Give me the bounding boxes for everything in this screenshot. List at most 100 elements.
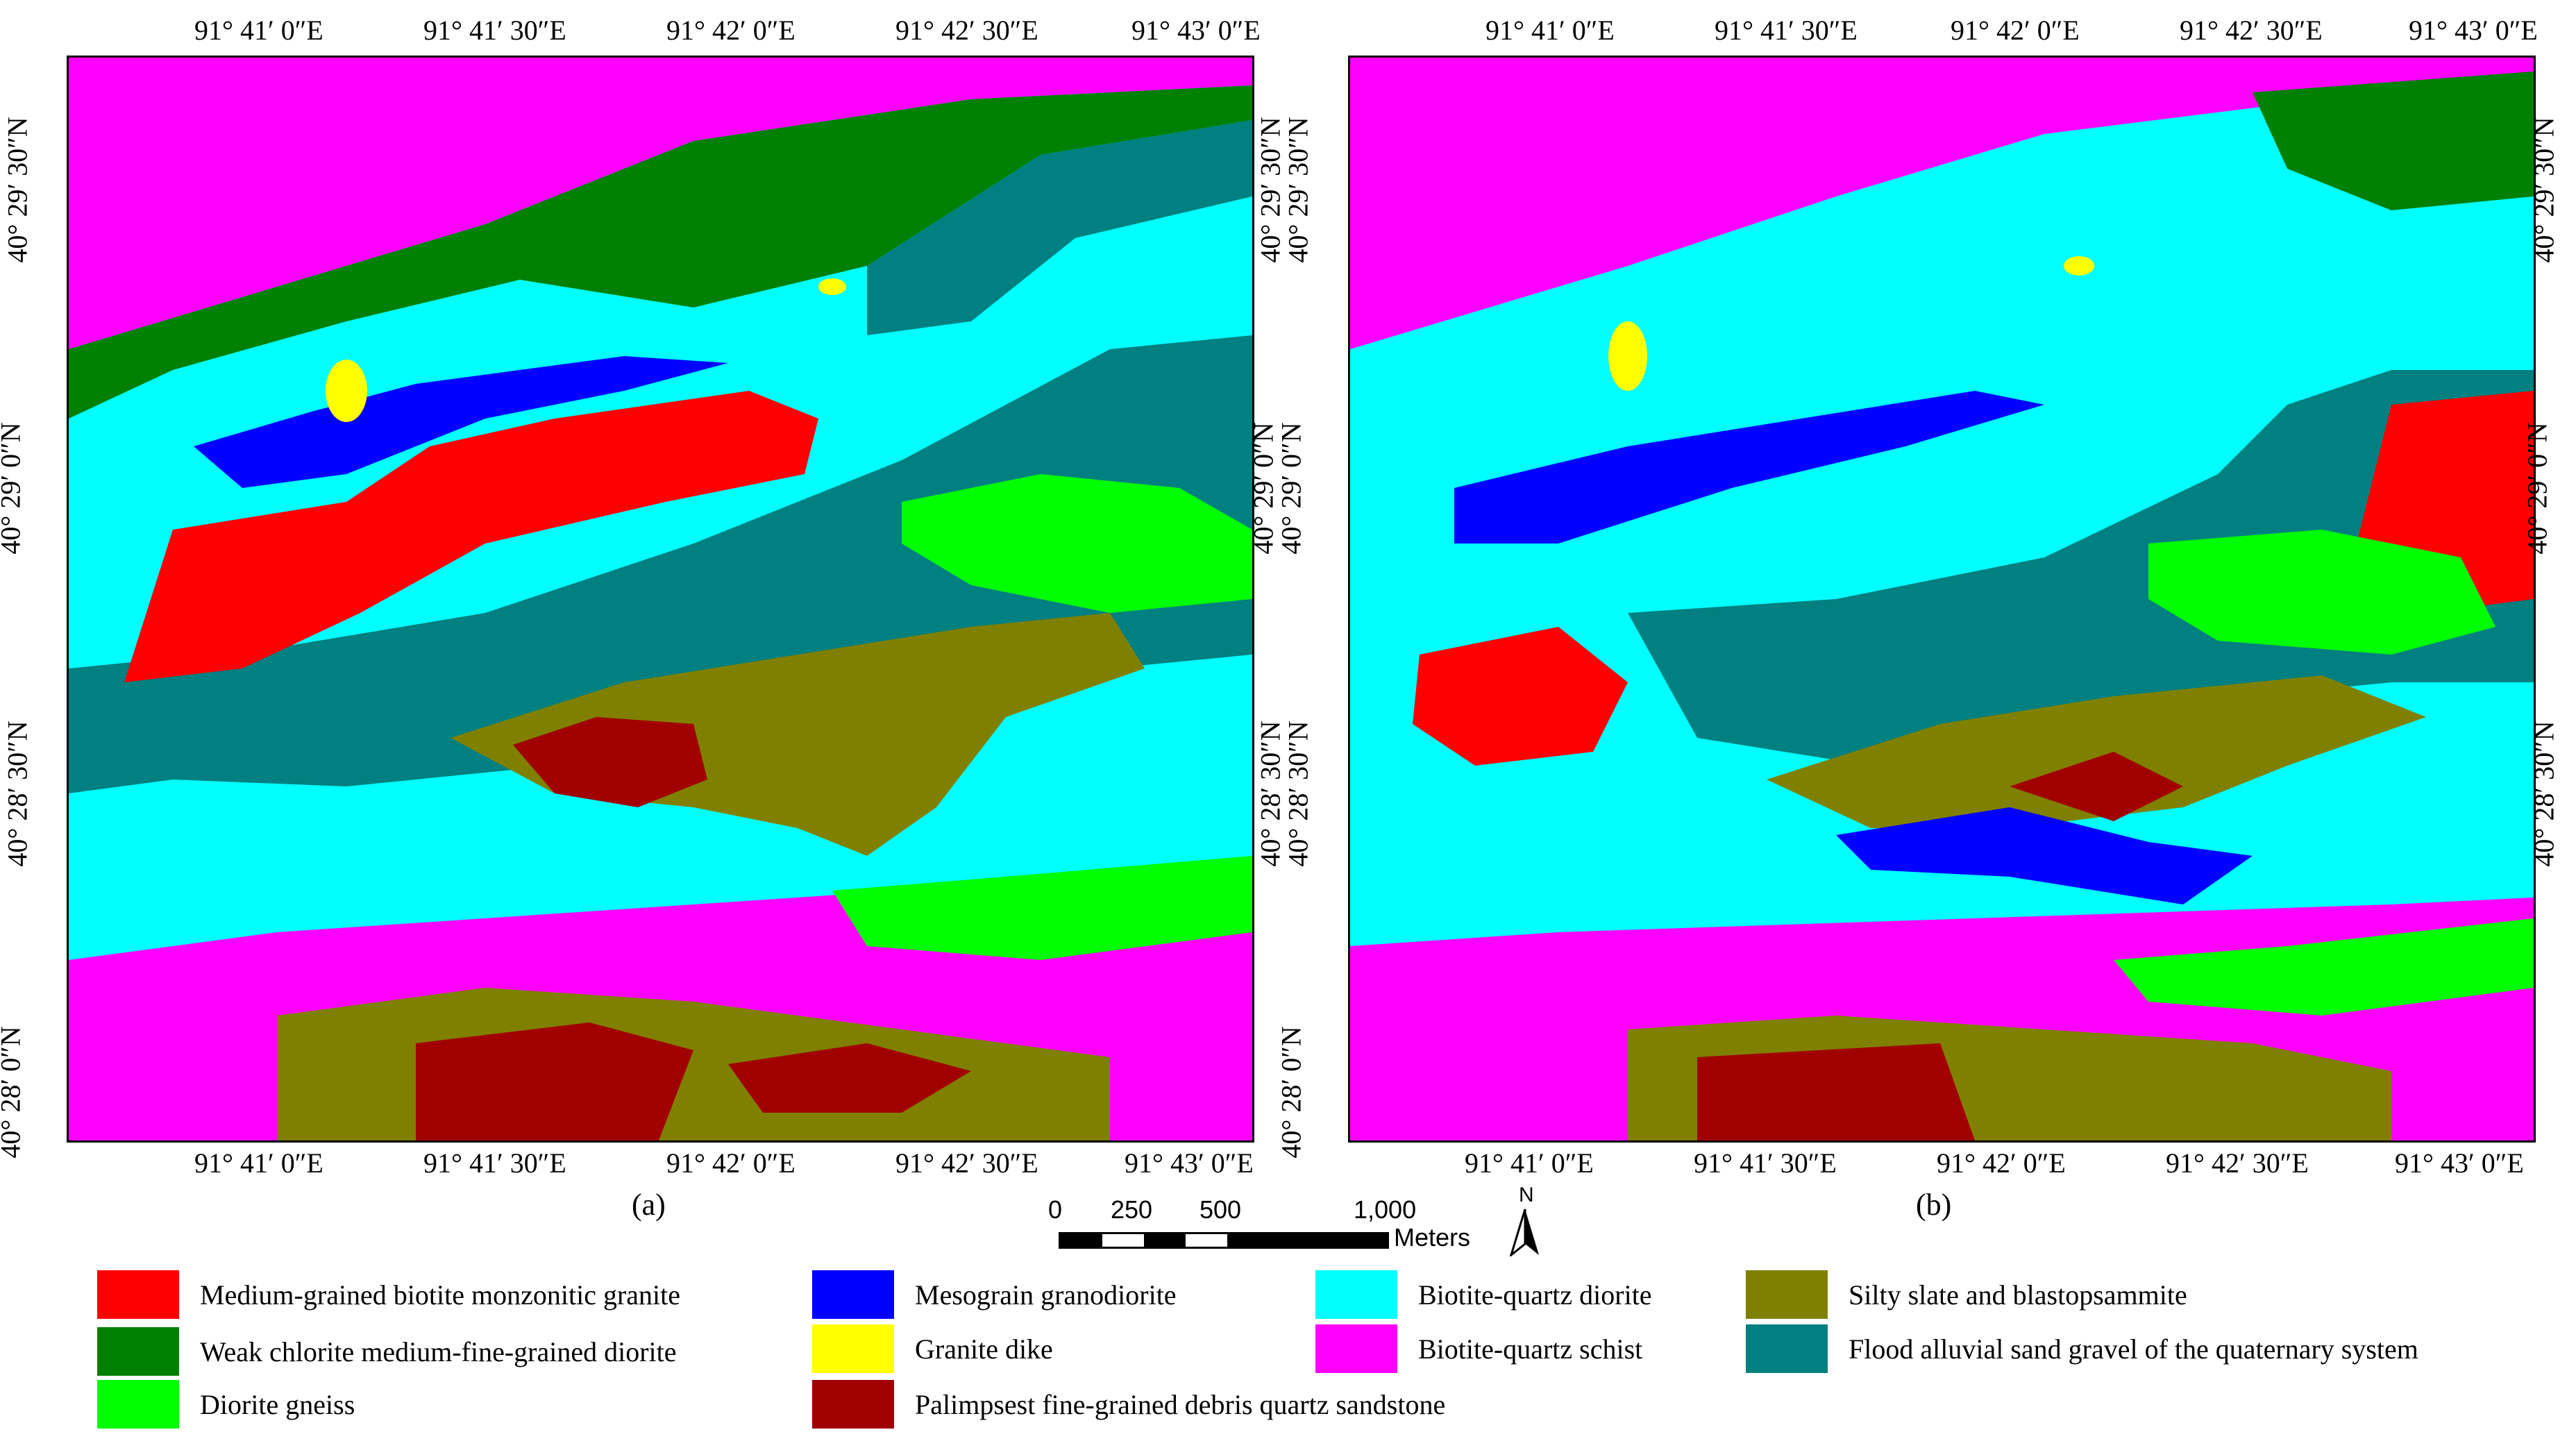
lon-tick-b-top-2: 91° 41′ 30″E <box>1715 15 1858 46</box>
legend-swatch <box>1315 1270 1397 1319</box>
legend-label: Palimpsest fine-grained debris quartz sa… <box>915 1388 1446 1420</box>
class-region-weak-chlorite-diorite <box>69 85 1252 419</box>
legend-item-flood-alluvial: Flood alluvial sand gravel of the quater… <box>1746 1324 2418 1373</box>
legend-label: Flood alluvial sand gravel of the quater… <box>1849 1333 2418 1365</box>
classification-map-a <box>69 58 1252 1140</box>
legend-swatch <box>812 1324 894 1373</box>
class-region-granite-dike-2 <box>2064 256 2094 276</box>
lat-tick-a-left-3: 40° 28′ 30″N <box>1 721 33 867</box>
class-region-granite-dike-2 <box>818 278 846 295</box>
scale-bar-unit: Meters <box>1394 1223 1471 1252</box>
class-region-biotite-quartz-schist <box>1350 58 2534 349</box>
legend-swatch <box>1746 1270 1828 1319</box>
legend-item-monzonitic-granite: Medium-grained biotite monzonitic granit… <box>97 1270 680 1319</box>
legend-label: Weak chlorite medium-fine-grained diorit… <box>200 1336 677 1367</box>
class-region-flood-alluvial <box>1628 370 2534 766</box>
class-region-diorite-gneiss <box>2148 530 2495 655</box>
lon-tick-b-top-4: 91° 42′ 30″E <box>2180 15 2323 46</box>
legend-swatch <box>97 1327 179 1376</box>
legend-item-chlorite-diorite: Weak chlorite medium-fine-grained diorit… <box>97 1327 677 1376</box>
legend-label: Diorite gneiss <box>200 1388 355 1420</box>
lat-tick-b-left-1: 40° 29′ 30″N <box>1282 117 1314 263</box>
class-region-granodiorite-2 <box>1836 807 2253 904</box>
class-region-flood-alluvial <box>69 335 1252 793</box>
legend-item-biotite-quartz-diorite: Biotite-quartz diorite <box>1315 1270 1652 1319</box>
class-region-granodiorite <box>1454 391 2044 544</box>
lat-tick-b-right-2: 40° 29′ 0″N <box>2521 422 2553 555</box>
class-region-granite-dike <box>1608 321 1647 391</box>
lon-tick-a-bottom-1: 91° 41′ 0″E <box>194 1147 323 1179</box>
lon-tick-a-bottom-4: 91° 42′ 30″E <box>895 1147 1038 1179</box>
class-region-sandstone-south <box>1697 1043 1975 1140</box>
map-panel-a <box>67 56 1254 1143</box>
legend-swatch <box>1315 1324 1397 1373</box>
class-region-sandstone-south-2 <box>728 1043 971 1113</box>
lon-tick-b-bottom-4: 91° 42′ 30″E <box>2166 1147 2309 1179</box>
class-region-gneiss-south <box>2114 918 2534 1016</box>
lon-tick-a-top-5: 91° 43′ 0″E <box>1131 15 1261 46</box>
lon-tick-a-top-4: 91° 42′ 30″E <box>895 15 1038 46</box>
legend-item-biotite-quartz-schist: Biotite-quartz schist <box>1315 1324 1642 1373</box>
lon-tick-b-bottom-5: 91° 43′ 0″E <box>2395 1147 2524 1179</box>
panel-label-a: (a) <box>632 1188 666 1222</box>
class-region-silty-slate <box>1767 675 2426 828</box>
lat-tick-a-left-2: 40° 29′ 0″N <box>0 422 26 555</box>
classification-map-b <box>1350 58 2534 1140</box>
lon-tick-b-top-3: 91° 42′ 0″E <box>1951 15 2080 46</box>
lon-tick-b-bottom-3: 91° 42′ 0″E <box>1937 1147 2066 1179</box>
legend-swatch <box>812 1380 894 1429</box>
lon-tick-a-bottom-3: 91° 42′ 0″E <box>666 1147 795 1179</box>
lat-tick-b-left-4: 40° 28′ 0″N <box>1275 1026 1307 1159</box>
lon-tick-a-bottom-2: 91° 41′ 30″E <box>423 1147 566 1179</box>
scale-bar-label-0: 0 <box>1048 1195 1063 1224</box>
legend-label: Biotite-quartz diorite <box>1418 1279 1652 1311</box>
lon-tick-b-bottom-1: 91° 41′ 0″E <box>1465 1147 1594 1179</box>
lon-tick-b-top-5: 91° 43′ 0″E <box>2409 15 2538 46</box>
class-region-flood-alluvial-2 <box>867 120 1252 335</box>
north-label: N <box>1519 1183 1534 1206</box>
lon-tick-a-bottom-5: 91° 43′ 0″E <box>1125 1147 1254 1179</box>
class-region-monzonitic-granite <box>1413 627 1628 766</box>
class-region-granite-dike <box>326 360 367 422</box>
legend-label: Medium-grained biotite monzonitic granit… <box>200 1279 681 1311</box>
class-region-monzonitic-granite <box>124 391 818 682</box>
legend-label: Mesograin granodiorite <box>915 1279 1177 1311</box>
lon-tick-b-bottom-2: 91° 41′ 30″E <box>1694 1147 1837 1179</box>
scale-bar-label-250: 250 <box>1111 1195 1153 1224</box>
north-arrow-icon <box>1508 1208 1542 1260</box>
scale-bar-label-500: 500 <box>1199 1195 1242 1224</box>
lat-tick-b-right-1: 40° 29′ 30″N <box>2528 117 2560 263</box>
legend-item-diorite-gneiss: Diorite gneiss <box>97 1380 355 1429</box>
class-region-gneiss-south <box>832 856 1252 960</box>
lat-tick-b-right-3: 40° 28′ 30″N <box>2528 721 2560 867</box>
lat-tick-b-left-3: 40° 28′ 30″N <box>1282 721 1314 867</box>
map-panel-b <box>1348 56 2536 1143</box>
class-region-diorite-gneiss <box>902 474 1252 613</box>
lat-tick-a-left-4: 40° 28′ 0″N <box>0 1026 26 1159</box>
legend-swatch <box>812 1270 894 1319</box>
class-region-weak-chlorite-diorite <box>2253 71 2534 210</box>
lon-tick-a-top-3: 91° 42′ 0″E <box>666 15 795 46</box>
legend-item-granodiorite: Mesograin granodiorite <box>812 1270 1177 1319</box>
class-region-quartz-sandstone <box>513 717 707 807</box>
legend-item-granite-dike: Granite dike <box>812 1324 1053 1373</box>
class-region-granodiorite <box>194 356 728 488</box>
lon-tick-b-top-1: 91° 41′ 0″E <box>1485 15 1615 46</box>
class-region-biotite-quartz-schist <box>69 58 1252 349</box>
legend-swatch <box>97 1380 179 1429</box>
lon-tick-a-top-2: 91° 41′ 30″E <box>423 15 566 46</box>
panel-label-b: (b) <box>1916 1188 1952 1222</box>
class-region-sandstone-south <box>416 1022 693 1140</box>
lat-tick-a-left-1: 40° 29′ 30″N <box>1 117 33 263</box>
legend-swatch <box>1746 1324 1828 1373</box>
scale-bar-label-1000: 1,000 <box>1354 1195 1417 1224</box>
legend-label: Silty slate and blastopsammite <box>1849 1279 2187 1311</box>
legend-swatch <box>97 1270 179 1319</box>
legend-item-quartz-sandstone: Palimpsest fine-grained debris quartz sa… <box>812 1380 1445 1429</box>
legend-label: Biotite-quartz schist <box>1418 1333 1643 1365</box>
scale-bar <box>1059 1232 1389 1249</box>
lon-tick-a-top-1: 91° 41′ 0″E <box>194 15 323 46</box>
legend-label: Granite dike <box>915 1333 1053 1365</box>
lat-tick-b-left-2: 40° 29′ 0″N <box>1275 422 1307 555</box>
legend-item-silty-slate: Silty slate and blastopsammite <box>1746 1270 2187 1319</box>
